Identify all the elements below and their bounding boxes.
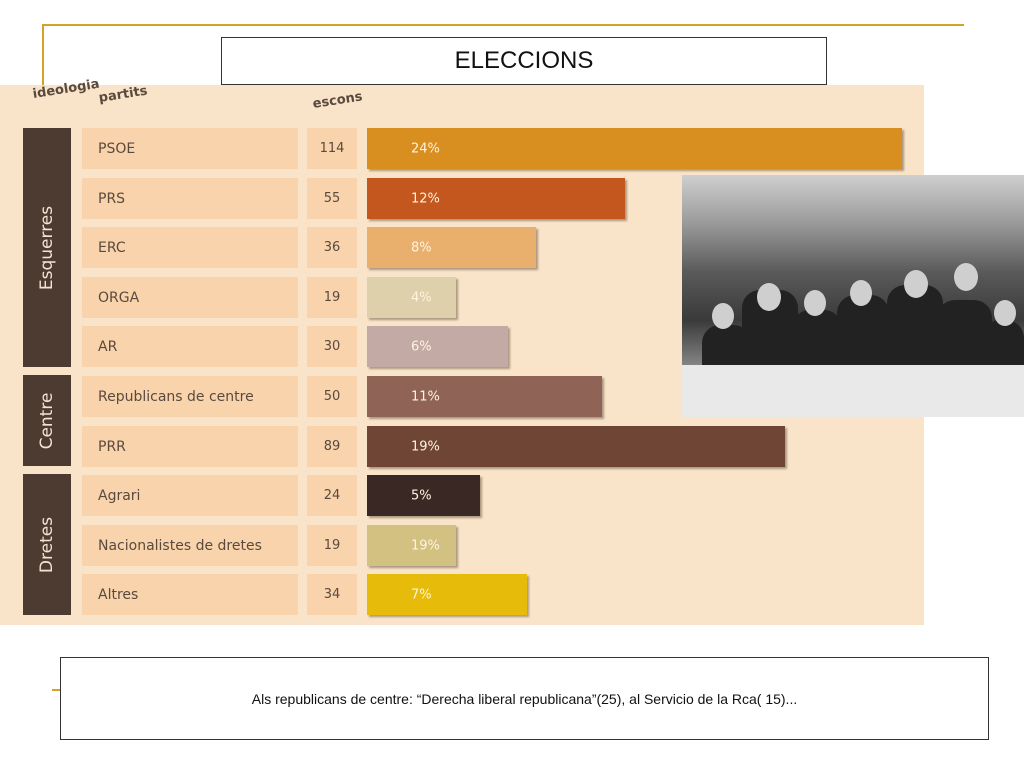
bar-percent-label: 8% [411, 240, 432, 255]
seats-value: 114 [307, 128, 357, 169]
party-label: Agrari [82, 475, 298, 516]
bar: 8% [367, 227, 536, 268]
party-label: AR [82, 326, 298, 367]
footnote: Als republicans de centre: “Derecha libe… [60, 657, 989, 740]
bar-percent-label: 5% [411, 488, 432, 503]
bar: 4% [367, 277, 456, 318]
group-label-dretes: Dretes [37, 516, 57, 573]
bar: 7% [367, 574, 527, 615]
bar: 12% [367, 178, 625, 219]
seats-value: 36 [307, 227, 357, 268]
slide-title: ELECCIONS [221, 37, 827, 85]
photo-table [682, 365, 1024, 417]
bar: 11% [367, 376, 602, 417]
party-label: PRR [82, 426, 298, 467]
bar: 5% [367, 475, 480, 516]
photo-face [712, 303, 734, 329]
bar: 19% [367, 525, 456, 566]
seats-value: 55 [307, 178, 357, 219]
bar-percent-label: 6% [411, 339, 432, 354]
party-label: Republicans de centre [82, 376, 298, 417]
bar: 19% [367, 426, 785, 467]
header-parties: partits [97, 83, 149, 106]
decorative-frame-bottom [52, 689, 62, 691]
photo-face [954, 263, 978, 291]
seats-value: 34 [307, 574, 357, 615]
group-label-centre: Centre [37, 392, 57, 449]
photo-face [904, 270, 928, 298]
historical-photo [682, 175, 1024, 417]
seats-value: 89 [307, 426, 357, 467]
bar-percent-label: 12% [411, 191, 440, 206]
group-dretes: Dretes [23, 474, 71, 615]
party-label: PSOE [82, 128, 298, 169]
party-label: ERC [82, 227, 298, 268]
decorative-frame-left [42, 24, 44, 86]
header-seats: escons [311, 89, 364, 112]
bar-percent-label: 4% [411, 290, 432, 305]
seats-value: 30 [307, 326, 357, 367]
decorative-frame-top [42, 24, 964, 26]
photo-face [994, 300, 1016, 326]
party-label: Altres [82, 574, 298, 615]
seats-value: 19 [307, 525, 357, 566]
bar-percent-label: 11% [411, 389, 440, 404]
party-label: Nacionalistes de dretes [82, 525, 298, 566]
photo-face [850, 280, 872, 306]
group-centre: Centre [23, 375, 71, 466]
bar-percent-label: 7% [411, 587, 432, 602]
bar: 24% [367, 128, 902, 169]
bar-percent-label: 19% [411, 439, 440, 454]
group-esquerres: Esquerres [23, 128, 71, 367]
party-label: ORGA [82, 277, 298, 318]
group-label-esquerres: Esquerres [37, 205, 57, 290]
seats-value: 50 [307, 376, 357, 417]
photo-face [757, 283, 781, 311]
bar-percent-label: 19% [411, 538, 440, 553]
photo-face [804, 290, 826, 316]
seats-value: 19 [307, 277, 357, 318]
photo-figure [887, 285, 943, 380]
bar: 6% [367, 326, 508, 367]
seats-value: 24 [307, 475, 357, 516]
bar-percent-label: 24% [411, 141, 440, 156]
party-label: PRS [82, 178, 298, 219]
